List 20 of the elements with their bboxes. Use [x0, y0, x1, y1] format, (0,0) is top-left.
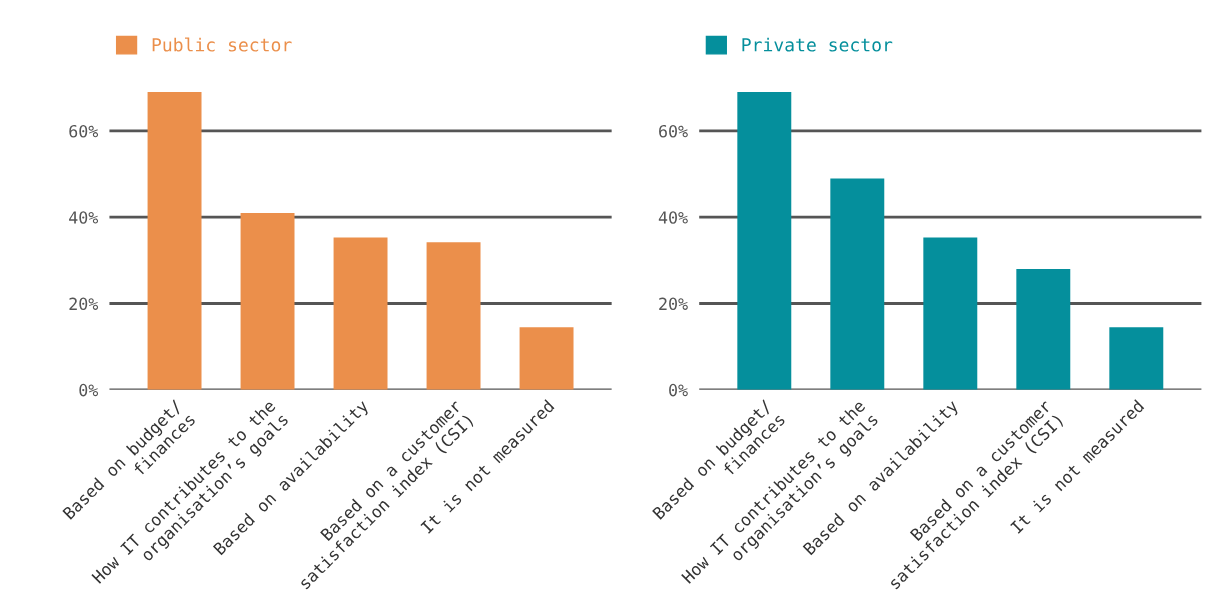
bar [147, 92, 202, 390]
bar [333, 237, 388, 390]
y-tick-label: 0% [79, 383, 99, 397]
bar [923, 237, 978, 390]
y-tick-label: 0% [669, 383, 688, 397]
legend-label: Private sector [742, 37, 893, 52]
bar [737, 92, 792, 390]
y-tick-label: 20% [69, 297, 99, 311]
y-tick-label: 40% [658, 211, 688, 224]
bar [1109, 327, 1164, 390]
y-tick-label: 40% [69, 211, 99, 224]
bar [240, 212, 295, 390]
bar [1016, 268, 1071, 390]
bar [830, 178, 885, 390]
legend-label: Public sector [152, 37, 292, 52]
y-tick-label: 60% [659, 124, 688, 138]
bar [426, 242, 481, 390]
y-tick-label: 60% [69, 124, 99, 138]
y-tick-label: 20% [659, 297, 688, 311]
bar [519, 327, 574, 390]
